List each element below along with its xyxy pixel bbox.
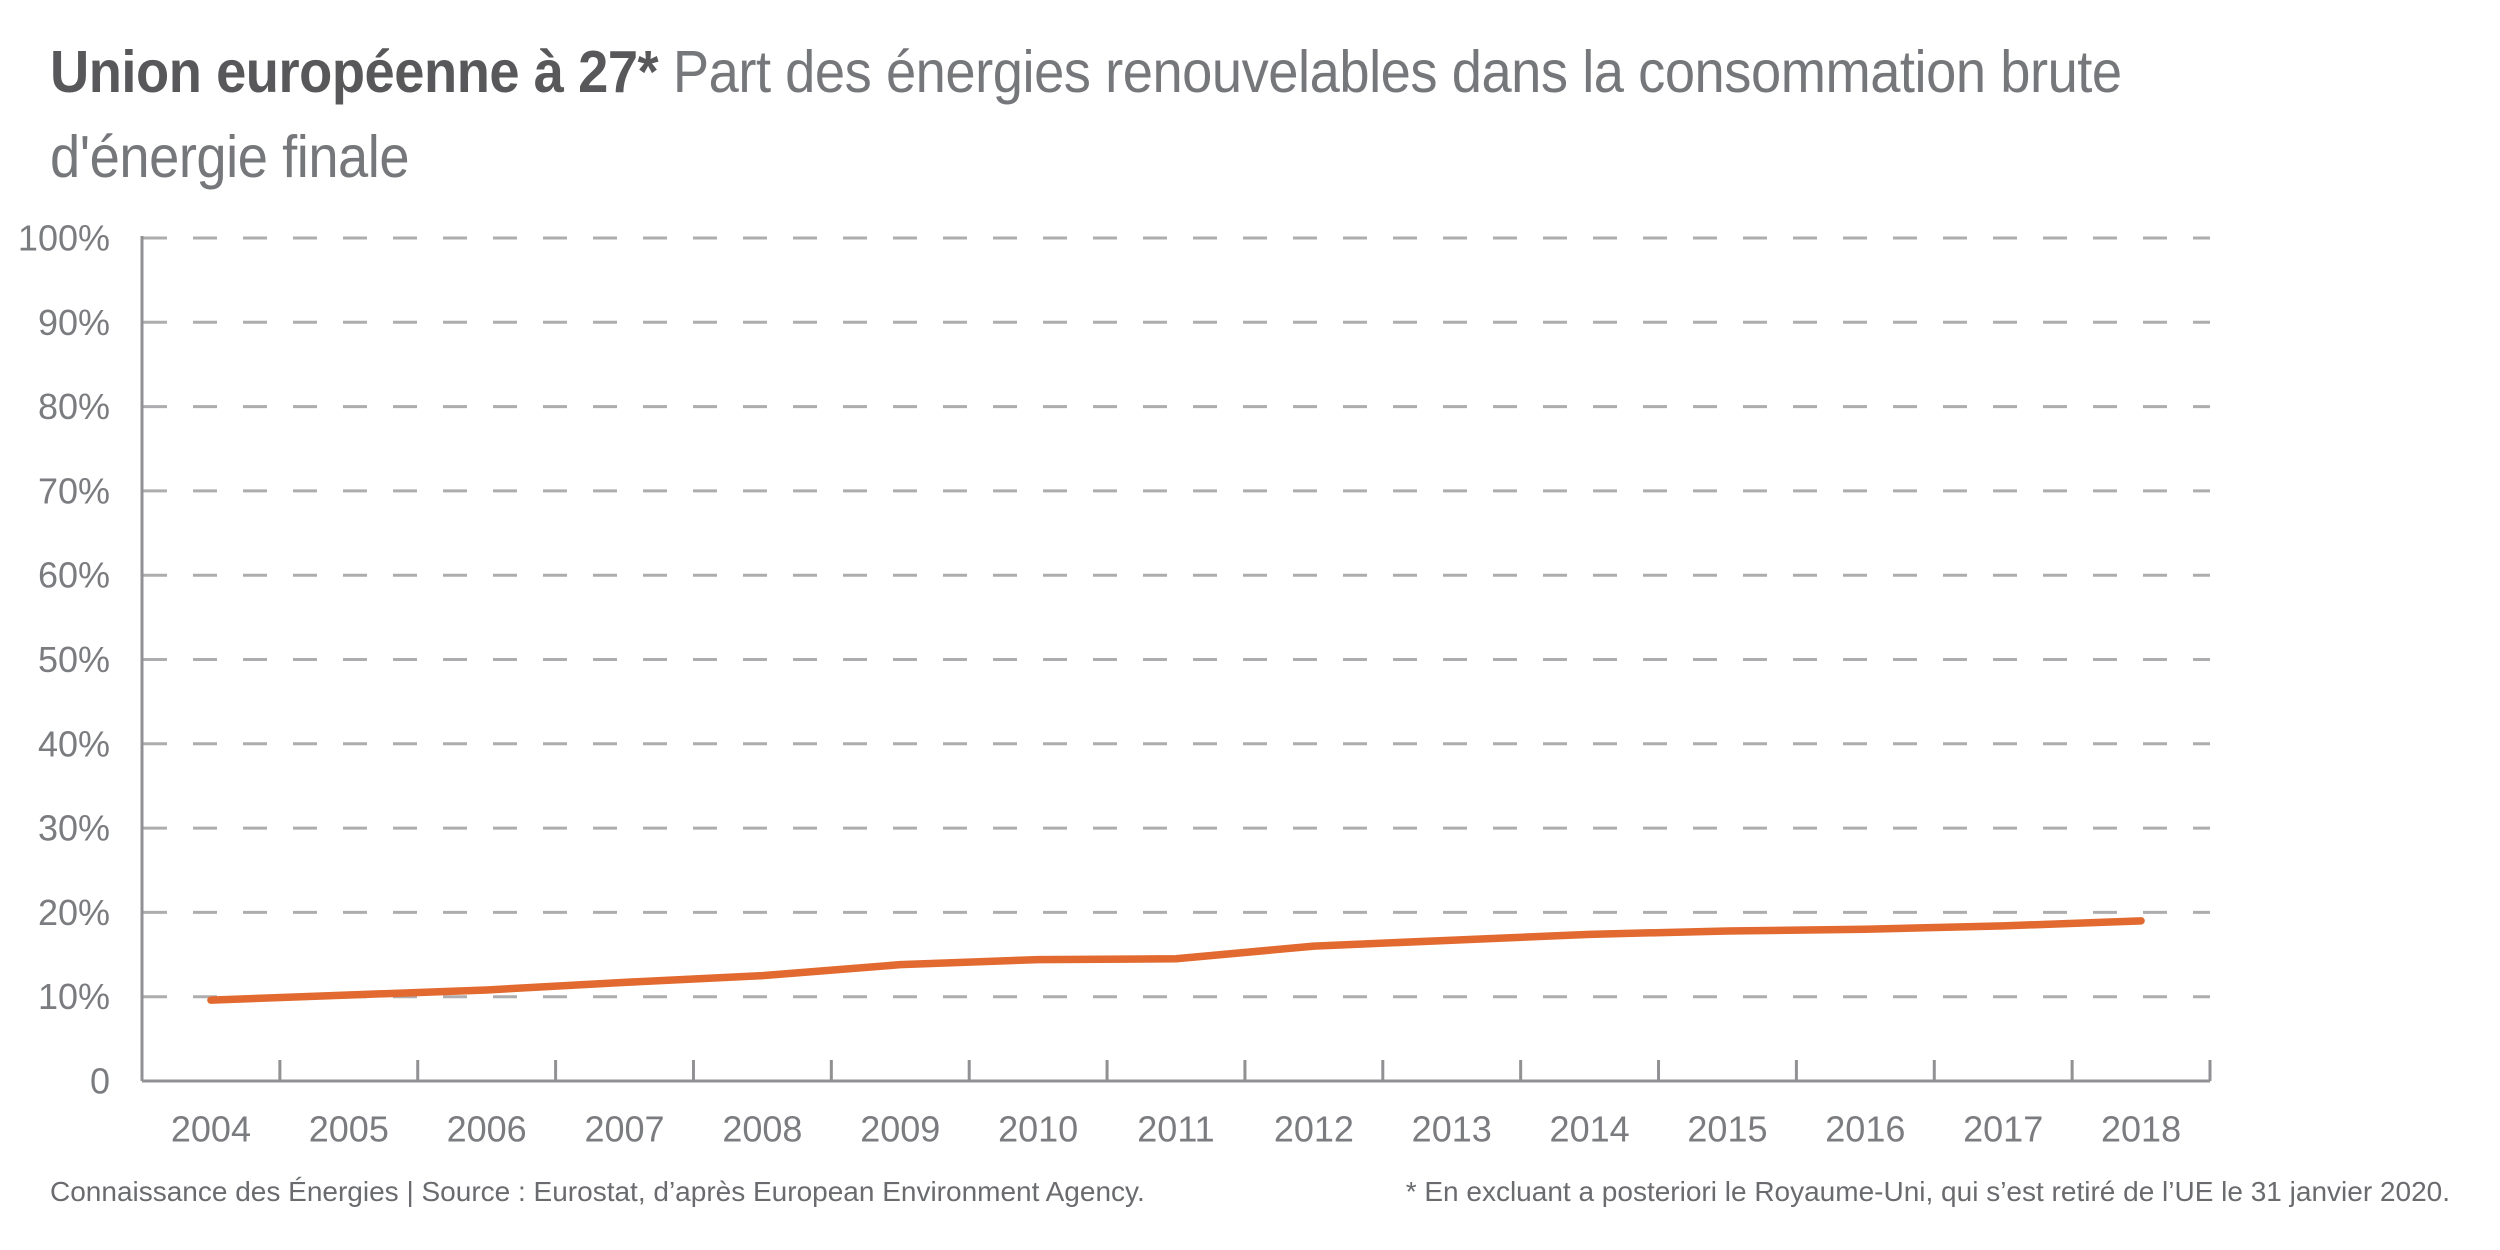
footnote: * En excluant a posteriori le Royaume-Un… [1405, 1176, 2450, 1207]
x-tick-label: 2013 [1412, 1109, 1492, 1150]
page-title: Union européenne à 27* Part des énergies… [50, 30, 2122, 200]
axes [140, 236, 2210, 1083]
x-tick-label: 2007 [584, 1109, 664, 1150]
x-tick-label: 2009 [860, 1109, 940, 1150]
y-tick-label: 80% [38, 386, 110, 427]
x-tick-label: 2006 [447, 1109, 527, 1150]
x-tick-label: 2004 [171, 1109, 251, 1150]
x-tick-label: 2018 [2101, 1109, 2181, 1150]
y-tick-label: 0 [90, 1061, 110, 1102]
y-axis-ticks [142, 236, 167, 999]
x-tick-label: 2012 [1274, 1109, 1354, 1150]
title-region: Union européenne à 27* [50, 39, 659, 105]
chart-footer: Connaissance des Énergies | Source : Eur… [50, 1176, 2450, 1208]
title-subtitle-line1: Part des énergies renouvelables dans la … [672, 39, 2122, 105]
x-tick-label: 2005 [309, 1109, 389, 1150]
x-tick-label: 2016 [1825, 1109, 1905, 1150]
x-tick-label: 2008 [722, 1109, 802, 1150]
y-tick-label: 90% [38, 302, 110, 343]
source-credit: Connaissance des Énergies | Source : Eur… [50, 1176, 1145, 1207]
y-tick-label: 20% [38, 892, 110, 933]
series-line [207, 917, 2145, 1004]
x-tick-label: 2015 [1687, 1109, 1767, 1150]
y-tick-label: 70% [38, 470, 110, 511]
y-tick-label: 30% [38, 808, 110, 849]
data-series-line [207, 917, 2145, 1004]
x-tick-label: 2014 [1550, 1109, 1630, 1150]
x-axis-labels: 2004 2005 2006 2007 2008 2009 2010 2011 2012 2013… [171, 1109, 2181, 1150]
grid-lines [193, 236, 2210, 999]
y-tick-label: 10% [38, 976, 110, 1017]
y-tick-label: 100% [18, 218, 110, 259]
title-subtitle-line2: d'énergie finale [50, 124, 410, 190]
y-tick-label: 60% [38, 555, 110, 596]
y-tick-label: 50% [38, 639, 110, 680]
x-axis-ticks [278, 1060, 2212, 1081]
x-tick-label: 2011 [1137, 1109, 1214, 1150]
y-tick-label: 40% [38, 723, 110, 764]
y-axis-labels: 100% 90% 80% 70% 60% 50% 40% 30% 20% 10% 0 [18, 218, 110, 1102]
x-tick-label: 2010 [998, 1109, 1078, 1150]
x-tick-label: 2017 [1963, 1109, 2043, 1150]
